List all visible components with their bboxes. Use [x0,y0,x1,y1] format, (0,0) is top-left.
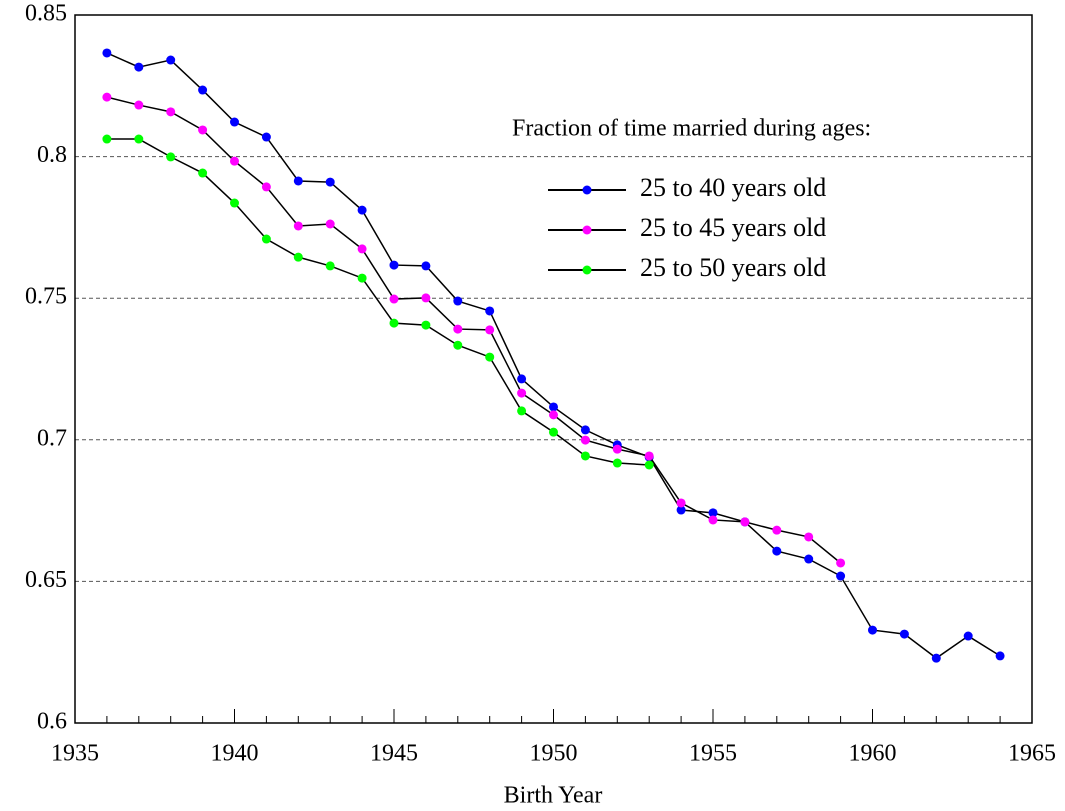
data-point [580,435,590,445]
series-line [106,96,842,564]
data-point [995,651,1005,661]
legend-marker [582,265,592,275]
data-point [261,182,271,192]
plot-frame [74,14,1033,724]
data-point [198,85,208,95]
x-tick-label: 1950 [530,741,578,767]
data-point [261,234,271,244]
data-point [357,205,367,215]
data-point [293,221,303,231]
data-point [230,156,239,166]
data-point [804,532,814,542]
data-point [421,261,431,271]
data-point [612,444,622,454]
data-point [166,152,176,162]
data-point [485,352,495,362]
x-tick-label: 1940 [211,741,259,767]
data-point [836,558,846,568]
data-point [325,261,335,271]
data-point [102,48,112,58]
data-point [740,517,750,527]
data-point [293,252,303,262]
data-point [676,505,686,515]
data-point [708,515,718,525]
x-tick-label: 1965 [1008,741,1056,767]
data-point [676,498,686,508]
data-point [421,293,431,303]
data-point [708,508,718,518]
legend-marker [582,225,592,235]
y-tick-label: 0.8 [37,142,67,168]
data-point [772,546,782,556]
data-point [166,55,176,65]
series-line [106,138,650,466]
data-point [421,320,431,330]
legend-label: 25 to 50 years old [640,253,826,282]
x-tick-label: 1945 [370,741,418,767]
data-point [644,451,654,461]
data-point [389,318,399,328]
data-point [166,107,176,117]
data-point [549,410,558,420]
x-tick-label: 1955 [689,741,737,767]
legend-marker [582,185,592,195]
data-point [517,406,527,416]
legend-label: 25 to 40 years old [640,173,826,202]
data-point [230,117,239,127]
data-point [804,554,814,564]
data-point [580,451,590,461]
data-point [261,132,271,142]
data-point [517,388,527,398]
data-point [102,134,112,144]
data-point [580,425,590,435]
data-point [899,629,909,639]
data-point [485,306,495,316]
data-point [868,625,877,635]
data-point [293,176,303,186]
data-point [931,653,941,663]
data-point [325,219,335,229]
y-tick-label: 0.6 [37,709,67,735]
data-point [230,198,239,208]
series-line [106,52,1001,660]
y-tick-label: 0.85 [25,1,67,27]
data-point [644,460,654,470]
x-tick-label: 1935 [51,741,99,767]
data-point [198,125,208,135]
y-tick-label: 0.75 [25,284,67,310]
data-point [836,571,846,581]
data-point [102,92,112,102]
x-tick-label: 1960 [849,741,897,767]
data-point [485,325,495,335]
data-point [389,294,399,304]
data-point [198,168,208,178]
data-point [453,296,463,306]
data-point [134,134,144,144]
y-tick-label: 0.7 [37,425,67,451]
data-point [357,273,367,283]
data-point [134,100,144,110]
data-point [549,402,558,412]
x-axis-title: Birth Year [504,783,603,809]
data-point [134,62,144,72]
data-point [549,427,558,437]
data-point [612,458,622,468]
data-point [453,324,463,334]
data-point [772,525,782,535]
legend-label: 25 to 45 years old [640,213,826,242]
data-point [357,244,367,254]
data-point [325,177,335,187]
y-tick-label: 0.65 [25,567,67,593]
data-point [453,340,463,350]
data-point [963,631,973,641]
data-point [389,260,399,270]
data-point [517,374,527,384]
legend-title: Fraction of time married during ages: [512,116,871,142]
